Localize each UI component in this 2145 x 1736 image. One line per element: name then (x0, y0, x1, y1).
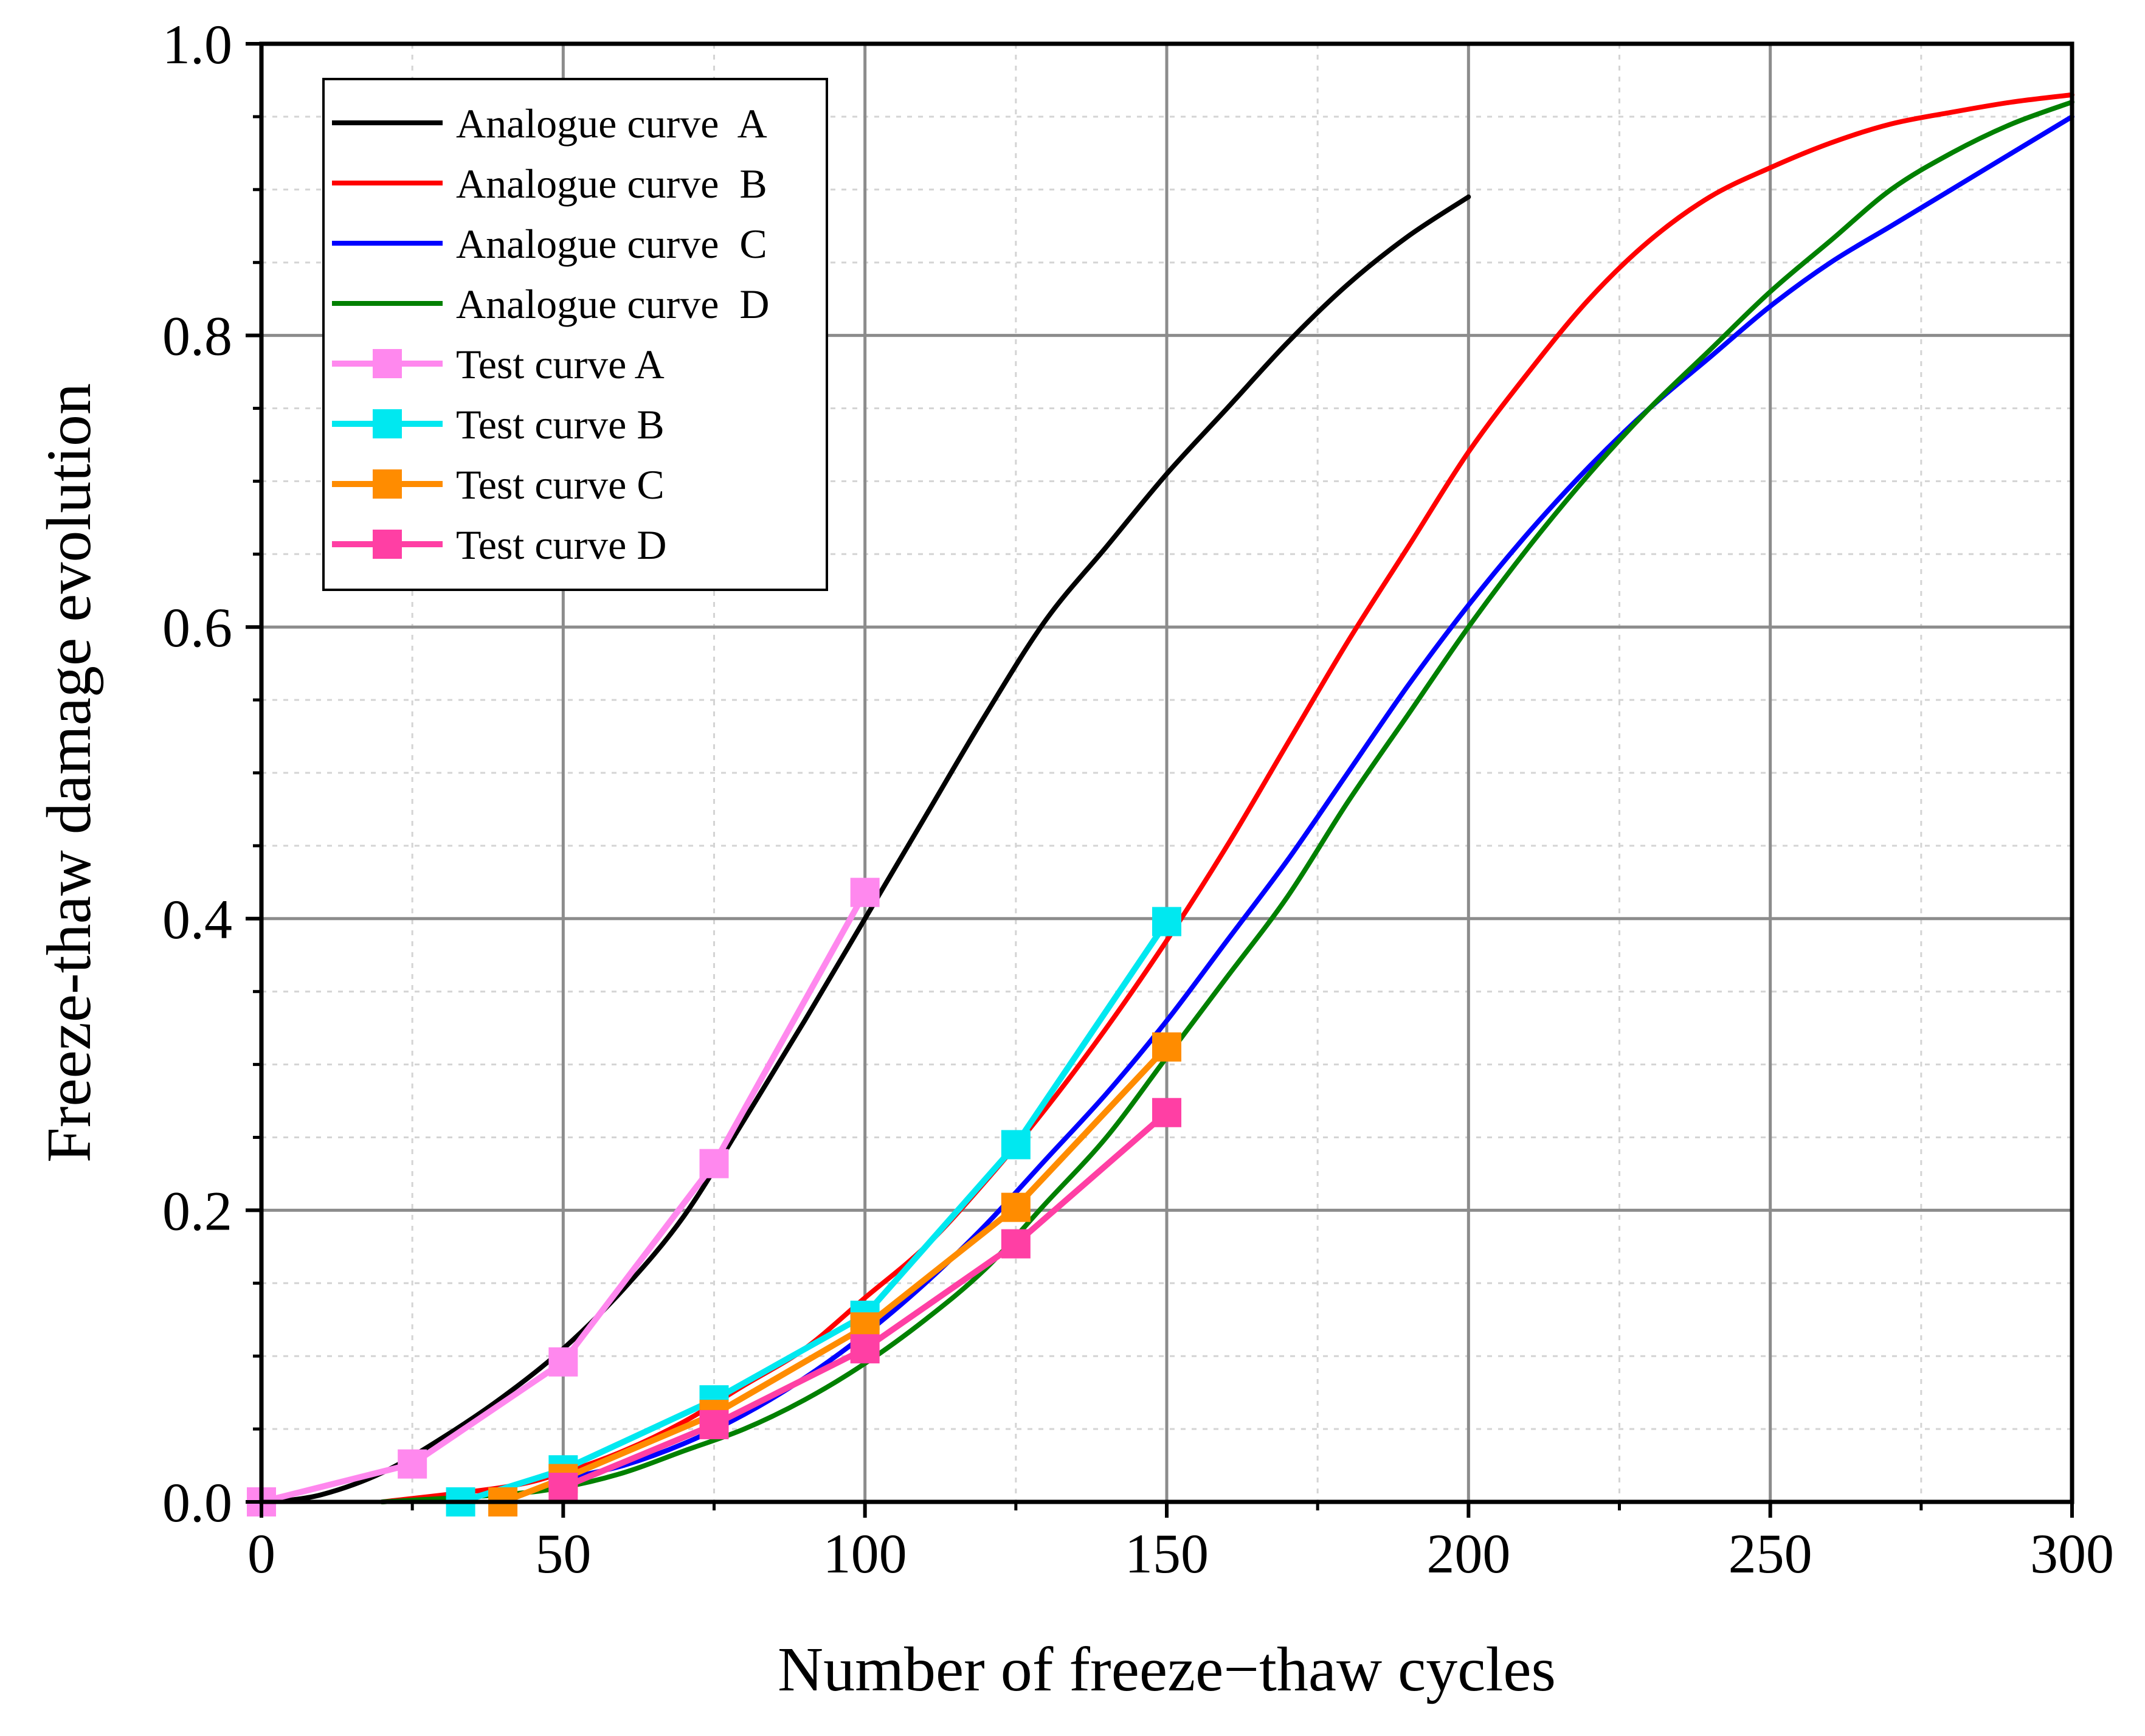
data-point-marker (1152, 1098, 1181, 1127)
y-tick-label: 0.8 (162, 305, 232, 367)
legend-swatch-marker (373, 349, 402, 378)
legend: Analogue curve A Analogue curve B Analogue… (322, 78, 828, 591)
legend-item: Test curve D (332, 522, 666, 568)
series-8 (548, 1098, 1181, 1503)
legend-item: Analogue curve B (332, 161, 767, 207)
series-line (457, 918, 1170, 1505)
legend-swatch-marker (373, 530, 402, 559)
legend-box (322, 78, 828, 591)
legend-label: Analogue curve A (456, 100, 767, 147)
legend-item: Analogue curve D (332, 281, 769, 327)
legend-label: Test curve D (456, 522, 666, 568)
x-tick-label: 200 (1426, 1523, 1510, 1585)
x-tick-label: 300 (2030, 1523, 2114, 1585)
legend-label: Analogue curve B (456, 161, 767, 207)
legend-item: Analogue curve C (332, 221, 767, 267)
data-point-marker (850, 1334, 880, 1364)
data-point-marker (1001, 1229, 1031, 1259)
x-tick-label: 150 (1125, 1523, 1209, 1585)
y-tick-label: 0.0 (162, 1471, 232, 1534)
x-tick-label: 250 (1729, 1523, 1812, 1585)
legend-item: Analogue curve A (332, 100, 767, 147)
legend-swatch-marker (373, 469, 402, 499)
data-point-marker (1152, 1032, 1181, 1062)
y-tick-label: 0.6 (162, 597, 232, 659)
legend-label: Analogue curve C (456, 221, 767, 267)
legend-label: Analogue curve D (456, 281, 769, 327)
data-point-marker (699, 1409, 729, 1439)
data-point-marker (1001, 1192, 1031, 1222)
y-tick-label: 0.4 (162, 888, 232, 950)
data-point-marker (548, 1473, 578, 1503)
x-axis-title: Number of freeze−thaw cycles (778, 1634, 1556, 1704)
x-tick-label: 50 (535, 1523, 591, 1585)
series-layer (247, 92, 2074, 1516)
tick-marks (246, 42, 2074, 1518)
y-tick-label: 0.2 (162, 1180, 232, 1242)
legend-label: Test curve C (456, 462, 665, 508)
legend-item: Test curve C (332, 462, 665, 508)
legend-item: Test curve A (332, 341, 665, 387)
data-point-marker (548, 1347, 578, 1377)
legend-label: Test curve A (456, 341, 665, 387)
data-point-marker (398, 1449, 427, 1479)
x-tick-label: 100 (823, 1523, 907, 1585)
legend-item: Test curve B (332, 401, 665, 448)
y-tick-labels: 0.0 0.2 0.4 0.6 0.8 1.0 (162, 13, 232, 1534)
y-tick-label: 1.0 (162, 13, 232, 75)
data-point-marker (850, 877, 880, 907)
x-tick-labels: 0 50 100 150 200 250 300 (247, 1523, 2114, 1585)
y-axis-title: Freeze-thaw damage evolution (34, 383, 104, 1163)
legend-swatch-marker (373, 409, 402, 438)
data-point-marker (1001, 1130, 1031, 1160)
data-point-marker (1152, 907, 1181, 936)
legend-label: Test curve B (456, 401, 665, 448)
x-tick-label: 0 (247, 1523, 275, 1585)
data-point-marker (699, 1149, 729, 1178)
